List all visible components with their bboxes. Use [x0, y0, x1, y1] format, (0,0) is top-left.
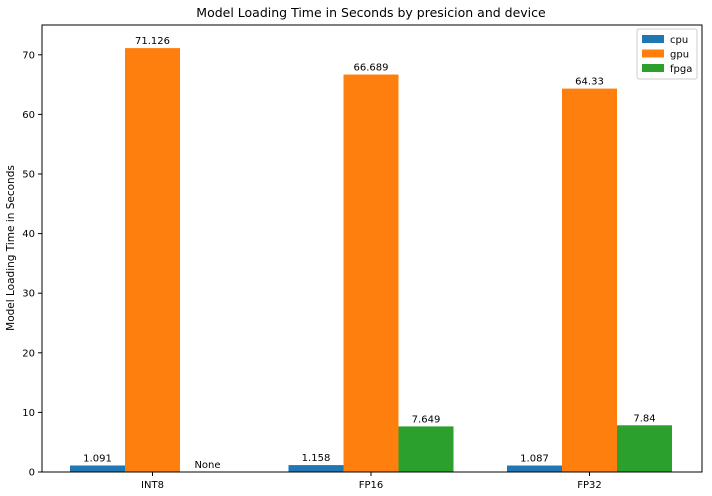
bar-gpu [125, 48, 180, 472]
y-tick-label: 60 [22, 110, 35, 121]
x-axis-ticks: INT8 FP16 FP32 [141, 472, 602, 491]
y-axis-label: Model Loading Time in Seconds [5, 165, 17, 331]
bar-value-labels: 1.091 71.126 None 1.158 66.689 7.649 1.087 64.3… [83, 36, 655, 471]
legend-label-gpu: gpu [670, 50, 689, 61]
bar-gpu [562, 88, 617, 472]
bar-label-gpu: 64.33 [575, 77, 604, 88]
bar-label-cpu: 1.091 [83, 453, 112, 464]
legend-label-cpu: cpu [670, 35, 688, 46]
y-tick-label: 10 [22, 408, 35, 419]
bar-label-gpu: 71.126 [135, 36, 170, 47]
x-tick-label: FP16 [359, 480, 384, 491]
bar-label-fpga: None [194, 460, 220, 471]
bar-fpga [398, 426, 454, 472]
legend-swatch-gpu [642, 49, 664, 58]
y-tick-label: 40 [22, 229, 35, 240]
bar-gpu [343, 74, 399, 472]
bar-label-gpu: 66.689 [354, 63, 389, 74]
bar-label-fpga: 7.649 [412, 414, 441, 425]
plot-frame [41, 24, 703, 473]
legend-swatch-fpga [642, 64, 664, 72]
y-tick-label: 70 [22, 50, 35, 61]
y-tick-label: 20 [22, 348, 35, 359]
chart-title: Model Loading Time in Seconds by presici… [196, 5, 546, 20]
bar-fpga [617, 425, 672, 472]
bar-label-cpu: 1.158 [302, 453, 331, 464]
bar-cpu [507, 465, 562, 472]
bar-label-cpu: 1.087 [520, 454, 549, 465]
legend-swatch-cpu [642, 35, 664, 43]
y-tick-label: 0 [29, 468, 35, 479]
bar-cpu [288, 465, 344, 472]
bars [70, 48, 672, 472]
y-tick-label: 30 [22, 289, 35, 300]
legend-label-fpga: fpga [670, 64, 692, 75]
y-tick-label: 50 [22, 170, 35, 181]
legend: cpu gpu fpga [636, 28, 698, 80]
x-tick-label: FP32 [577, 480, 602, 491]
y-axis-ticks: 0 10 20 30 40 50 60 70 [22, 50, 42, 479]
bar-label-fpga: 7.84 [633, 413, 655, 424]
x-tick-label: INT8 [141, 480, 164, 491]
bar-cpu [70, 465, 125, 472]
